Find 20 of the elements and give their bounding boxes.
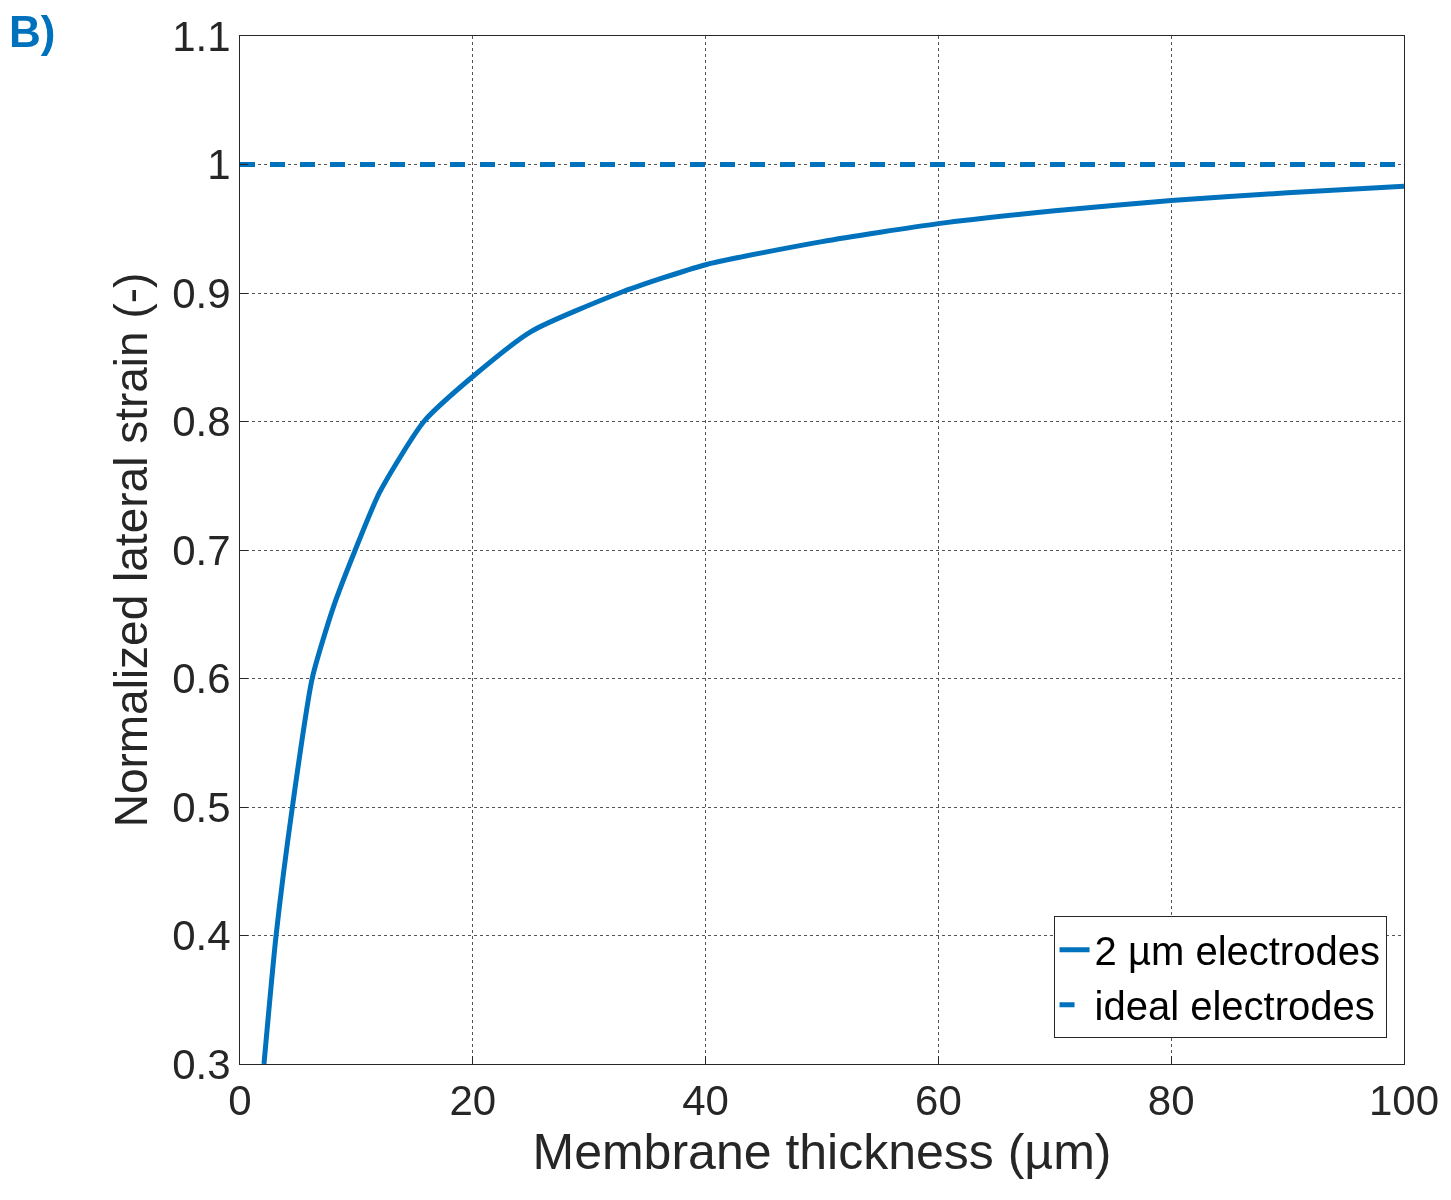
x-axis-title: Membrane thickness (µm) — [532, 1124, 1112, 1181]
y-tick-label: 0.6 — [172, 655, 231, 703]
y-tick-label: 0.4 — [172, 912, 231, 960]
y-tick-label: 0.7 — [172, 526, 231, 574]
y-tick-label: 1.1 — [172, 12, 231, 60]
y-tick-label: 0.5 — [172, 783, 231, 831]
x-tick-label: 60 — [915, 1077, 962, 1125]
y-axis-title: Normalized lateral strain (-) — [104, 272, 157, 828]
y-tick-label: 1 — [207, 141, 231, 189]
legend-label: 2 µm electrodes — [1094, 929, 1380, 974]
y-tick-label: 0.3 — [172, 1040, 231, 1088]
text: B) — [9, 7, 56, 56]
x-tick-label: 100 — [1368, 1077, 1440, 1125]
y-tick-label: 0.8 — [172, 398, 231, 446]
y-tick-label: 0.9 — [172, 269, 231, 317]
x-tick-label: 20 — [449, 1077, 497, 1125]
legend-label: ideal electrodes — [1094, 984, 1375, 1029]
x-tick-label: 80 — [1147, 1077, 1195, 1125]
x-tick-label: 40 — [682, 1077, 729, 1125]
x-tick-label: 0 — [228, 1077, 252, 1125]
